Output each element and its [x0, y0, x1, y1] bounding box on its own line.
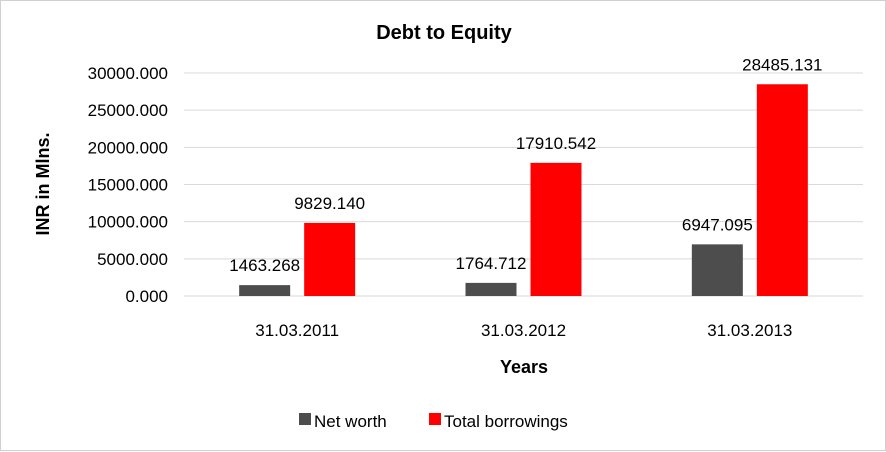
chart-title: Debt to Equity	[376, 22, 512, 44]
data-labels: 1463.268 9829.140 1764.712 17910.542 6947.09…	[229, 55, 822, 275]
y-tick-label: 30000.000	[88, 64, 168, 83]
data-label: 1463.268	[229, 256, 300, 275]
bars	[239, 84, 808, 296]
legend-label: Total borrowings	[444, 412, 568, 431]
y-axis-title: INR in Mlns.	[33, 133, 53, 236]
x-tick-label: 31.03.2012	[481, 321, 566, 340]
data-label: 6947.095	[682, 215, 753, 234]
y-tick-label: 15000.000	[88, 176, 168, 195]
legend: Net worth Total borrowings	[299, 412, 568, 431]
data-label: 17910.542	[516, 134, 596, 153]
legend-swatch	[429, 413, 441, 425]
data-label: 1764.712	[456, 254, 527, 273]
y-axis-ticks: 0.000 5000.000 10000.000 15000.000 20000.000…	[88, 64, 168, 306]
legend-swatch	[299, 413, 311, 425]
gridlines	[184, 72, 863, 297]
y-tick-label: 5000.000	[97, 250, 168, 269]
data-label: 9829.140	[294, 194, 365, 213]
legend-label: Net worth	[314, 412, 387, 431]
bar-total-borrowings	[304, 222, 356, 296]
bar-net-worth	[465, 282, 517, 296]
bar-total-borrowings	[756, 84, 808, 296]
y-tick-label: 20000.000	[88, 138, 168, 157]
x-axis-title: Years	[500, 357, 548, 377]
y-tick-label: 0.000	[125, 287, 168, 306]
data-label: 28485.131	[742, 55, 822, 74]
bar-total-borrowings	[530, 162, 582, 296]
y-tick-label: 25000.000	[88, 101, 168, 120]
x-tick-label: 31.03.2011	[255, 321, 339, 340]
y-tick-label: 10000.000	[88, 213, 168, 232]
x-tick-label: 31.03.2013	[707, 321, 792, 340]
x-axis-ticks: 31.03.2011 31.03.2012 31.03.2013	[255, 321, 792, 340]
bar-net-worth	[239, 285, 291, 296]
bar-net-worth	[691, 244, 743, 296]
